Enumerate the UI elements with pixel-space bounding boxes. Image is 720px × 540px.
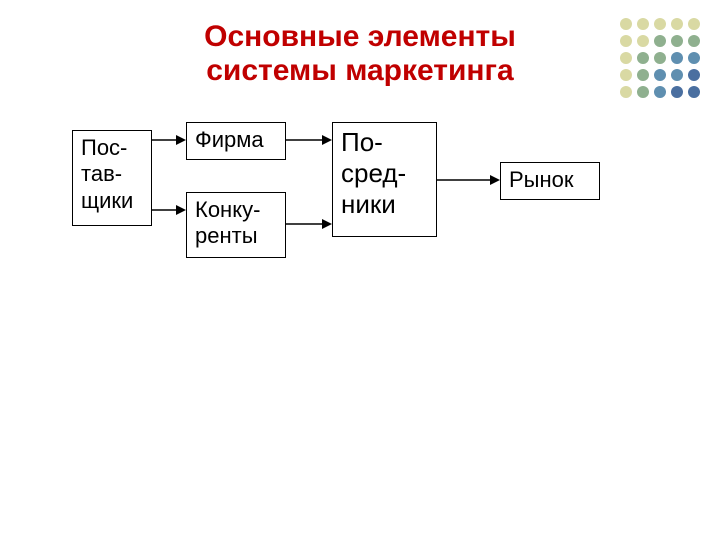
- deco-dot: [688, 69, 700, 81]
- deco-dot: [637, 18, 649, 30]
- deco-dot: [620, 69, 632, 81]
- edge-suppliers-competitors: [152, 204, 186, 216]
- deco-dot: [620, 18, 632, 30]
- deco-dot: [654, 35, 666, 47]
- deco-dot: [620, 35, 632, 47]
- deco-dot: [637, 86, 649, 98]
- node-intermediaries: По- сред- ники: [332, 122, 437, 237]
- node-market: Рынок: [500, 162, 600, 200]
- deco-dot: [654, 86, 666, 98]
- deco-dot: [688, 86, 700, 98]
- node-competitors: Конку- ренты: [186, 192, 286, 258]
- deco-dot: [671, 86, 683, 98]
- edge-suppliers-firm: [152, 134, 186, 146]
- deco-dot: [688, 35, 700, 47]
- deco-dot: [671, 52, 683, 64]
- deco-dot: [688, 52, 700, 64]
- edge-firm-intermediaries: [286, 134, 332, 146]
- deco-dot: [671, 35, 683, 47]
- deco-dot: [637, 35, 649, 47]
- deco-dot: [620, 52, 632, 64]
- node-firm: Фирма: [186, 122, 286, 160]
- deco-dot: [620, 86, 632, 98]
- node-suppliers: Пос- тав- щики: [72, 130, 152, 226]
- deco-dot: [654, 18, 666, 30]
- page-title: Основные элементы системы маркетинга: [0, 20, 720, 88]
- deco-dot: [654, 52, 666, 64]
- deco-dot: [637, 69, 649, 81]
- deco-dot: [637, 52, 649, 64]
- edge-competitors-intermediaries: [286, 218, 332, 230]
- edge-intermediaries-market: [437, 174, 500, 186]
- deco-dot: [688, 18, 700, 30]
- deco-dot: [654, 69, 666, 81]
- deco-dot: [671, 18, 683, 30]
- deco-dot: [671, 69, 683, 81]
